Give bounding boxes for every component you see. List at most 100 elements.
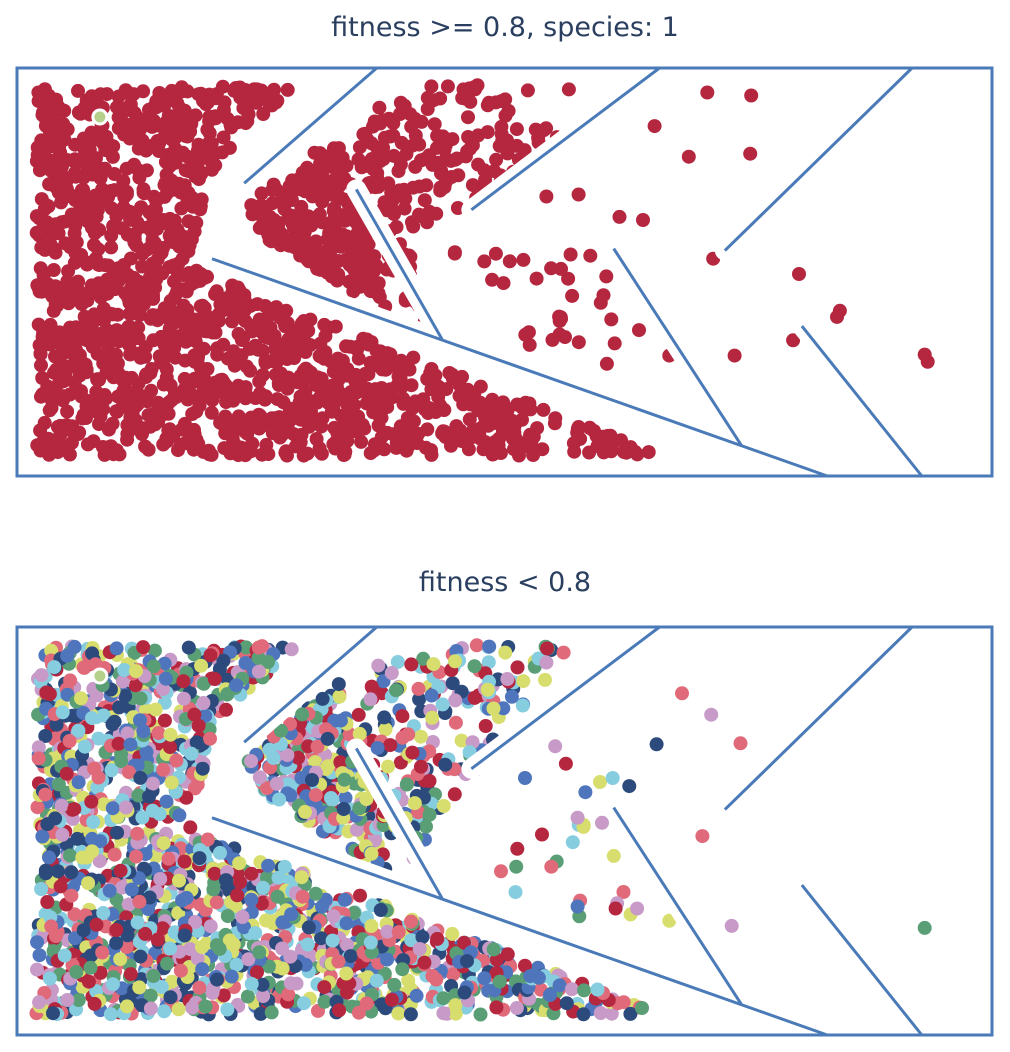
agent-point [248,200,263,215]
agent-point [502,254,517,269]
agent-point [412,692,427,707]
agent-point [200,832,215,847]
agent-point [632,323,646,338]
agent-point [156,377,171,392]
agent-point [256,107,271,121]
agent-point [283,949,298,964]
agent-point [377,710,392,725]
agent-point [367,249,382,264]
agent-point [244,754,259,769]
agent-point [331,141,346,156]
agent-point [90,780,105,795]
agent-point [71,775,86,790]
agent-point [325,933,340,948]
agent-point [238,314,253,329]
agent-point [127,227,142,242]
agent-point [570,425,585,440]
agent-point [96,708,111,723]
agent-point [303,338,318,352]
maze-wall [612,806,743,1006]
agent-point [112,182,127,197]
agent-point [343,949,358,964]
agent-point [635,1001,649,1015]
agent-point [227,437,242,452]
agent-point [210,347,225,362]
agent-point [195,761,210,776]
maze-wall [800,325,923,477]
agent-point [369,285,384,300]
agent-point [139,745,154,760]
agent-point [96,906,111,920]
agent-point [93,87,108,102]
agent-point [485,272,500,287]
agent-point [830,309,844,324]
agent-point [339,966,354,981]
agent-point [313,390,328,404]
agent-point [436,1006,451,1021]
agent-point [31,280,46,295]
agent-point [254,186,269,201]
agent-point [216,988,231,1003]
agent-point [295,707,310,722]
agent-point [391,1006,406,1021]
agent-point [241,952,256,967]
agent-point [294,870,309,885]
agent-point [172,329,187,344]
agent-point [216,130,231,145]
agent-point [230,888,245,903]
agent-point [156,241,170,255]
agent-point [47,438,62,453]
agent-point [372,146,386,161]
agent-point [151,144,166,158]
agent-point [563,247,578,262]
agent-point [197,270,212,285]
agent-point [599,356,614,371]
agent-point [42,971,57,986]
agent-point [404,657,419,672]
agent-point [406,350,421,365]
agent-point [394,353,409,368]
agent-point [79,365,94,380]
agent-point [467,659,482,674]
agent-point [104,240,119,255]
agent-point [146,291,161,306]
agent-point [220,1002,235,1017]
agent-point [338,444,353,459]
agent-point [318,329,333,344]
agent-point [188,915,203,929]
agent-point [649,737,664,752]
agent-point [244,977,259,991]
agent-point [371,658,386,673]
agent-point [132,894,147,909]
agent-point [593,775,607,789]
agent-point [123,251,138,266]
agent-point [308,788,323,803]
agent-point [340,433,355,448]
agent-point [473,1007,488,1022]
agent-point [331,677,346,692]
agent-point [280,316,295,331]
agent-point [700,85,715,100]
agent-point [487,444,501,459]
agent-point [792,267,806,281]
agent-point [126,270,141,285]
agent-point [456,82,471,97]
agent-point [407,796,422,811]
agent-point [596,288,611,303]
agent-point [556,645,571,660]
agent-point [252,770,267,785]
agent-point [387,977,402,992]
agent-point [462,412,477,427]
agent-point [404,119,419,134]
agent-point [526,429,541,444]
agent-point [274,723,288,738]
agent-point [416,651,431,666]
agent-point [38,729,53,743]
agent-point [259,437,274,452]
agent-point [67,931,82,946]
agent-point [59,766,74,781]
agent-point [463,94,478,109]
agent-point [675,686,689,701]
agent-point [266,333,281,347]
agent-point [67,639,82,654]
